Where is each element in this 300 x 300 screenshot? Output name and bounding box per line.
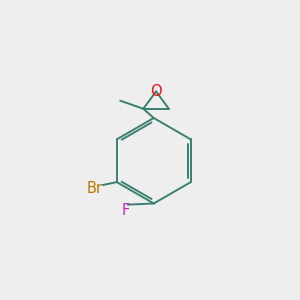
Text: O: O [150,84,162,99]
Text: F: F [122,203,130,218]
Text: Br: Br [87,181,103,196]
